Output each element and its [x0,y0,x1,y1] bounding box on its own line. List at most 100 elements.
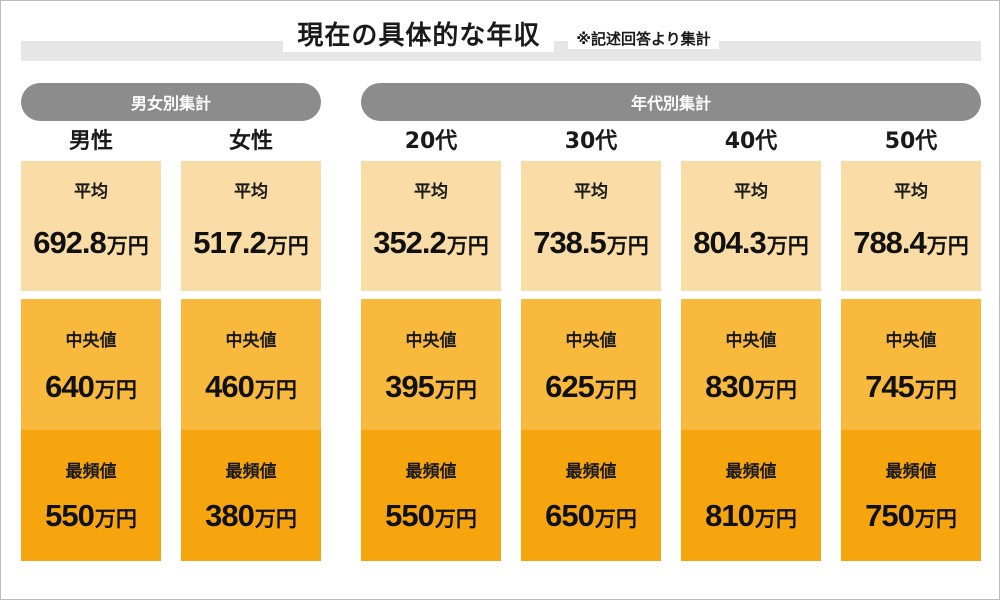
average-value: 352.2万円 [361,225,501,261]
average-label: 平均 [894,182,928,202]
median-value: 830万円 [681,369,821,405]
median-value: 460万円 [181,369,321,405]
title-note: ※記述回答より集計 [568,28,719,49]
unit-label: 万円 [434,378,477,402]
average-card: 平均 352.2万円 [361,161,501,291]
average-number: 692.8 [33,225,107,260]
average-label: 平均 [74,182,108,202]
median-number: 745 [865,369,915,404]
mode-card: 最頻値 550万円 [361,430,501,561]
average-label: 平均 [414,182,448,202]
median-label: 中央値 [725,331,777,351]
mode-card: 最頻値 380万円 [181,430,321,561]
unit-label: 万円 [914,507,957,531]
unit-label: 万円 [94,378,137,402]
average-value: 692.8万円 [21,225,161,261]
mode-label: 最頻値 [725,462,777,482]
average-number: 738.5 [533,225,607,260]
median-number: 395 [385,369,435,404]
mode-label: 最頻値 [565,462,617,482]
median-label: 中央値 [65,331,117,351]
median-value: 640万円 [21,369,161,405]
median-label: 中央値 [565,331,617,351]
median-label: 中央値 [405,331,457,351]
column-header: 女性 [228,129,273,154]
unit-label: 万円 [754,507,797,531]
column-header: 20代 [404,129,458,154]
mode-label: 最頻値 [405,462,457,482]
unit-label: 万円 [914,378,957,402]
mode-number: 650 [545,498,595,533]
group-header-age: 年代別集計 [361,83,981,121]
mode-value: 750万円 [841,498,981,534]
mode-number: 750 [865,498,915,533]
column-header: 50代 [884,129,938,154]
average-number: 352.2 [373,225,447,260]
group-header-gender: 男女別集計 [21,83,321,121]
average-card: 平均 738.5万円 [521,161,661,291]
unit-label: 万円 [254,507,297,531]
average-label: 平均 [734,182,768,202]
average-value: 738.5万円 [521,225,661,261]
median-value: 395万円 [361,369,501,405]
mode-label: 最頻値 [225,462,277,482]
unit-label: 万円 [754,378,797,402]
median-number: 640 [45,369,95,404]
median-label: 中央値 [225,331,277,351]
average-card: 平均 692.8万円 [21,161,161,291]
average-label: 平均 [574,182,608,202]
average-number: 517.2 [193,225,267,260]
unit-label: 万円 [266,234,309,258]
mode-number: 550 [385,498,435,533]
median-label: 中央値 [885,331,937,351]
mode-value: 810万円 [681,498,821,534]
unit-label: 万円 [94,507,137,531]
mode-value: 550万円 [361,498,501,534]
page-title: 現在の具体的な年収 [283,15,555,52]
average-value: 517.2万円 [181,225,321,261]
unit-label: 万円 [106,234,149,258]
mode-card: 最頻値 650万円 [521,430,661,561]
mode-value: 650万円 [521,498,661,534]
unit-label: 万円 [594,507,637,531]
average-number: 804.3 [693,225,767,260]
average-card: 平均 804.3万円 [681,161,821,291]
mode-card: 最頻値 550万円 [21,430,161,561]
median-value: 625万円 [521,369,661,405]
title-area: 現在の具体的な年収 ※記述回答より集計 [1,15,1000,55]
mode-label: 最頻値 [65,462,117,482]
unit-label: 万円 [254,378,297,402]
median-number: 625 [545,369,595,404]
average-number: 788.4 [853,225,927,260]
median-number: 460 [205,369,255,404]
average-card: 平均 517.2万円 [181,161,321,291]
median-value: 745万円 [841,369,981,405]
mode-card: 最頻値 810万円 [681,430,821,561]
unit-label: 万円 [606,234,649,258]
unit-label: 万円 [594,378,637,402]
mode-card: 最頻値 750万円 [841,430,981,561]
mode-label: 最頻値 [885,462,937,482]
median-card: 中央値 745万円 [841,299,981,430]
average-value: 804.3万円 [681,225,821,261]
median-card: 中央値 395万円 [361,299,501,430]
median-card: 中央値 460万円 [181,299,321,430]
mode-value: 550万円 [21,498,161,534]
mode-number: 380 [205,498,255,533]
mode-number: 550 [45,498,95,533]
unit-label: 万円 [446,234,489,258]
median-number: 830 [705,369,755,404]
average-value: 788.4万円 [841,225,981,261]
unit-label: 万円 [926,234,969,258]
average-card: 平均 788.4万円 [841,161,981,291]
mode-number: 810 [705,498,755,533]
unit-label: 万円 [766,234,809,258]
column-header: 30代 [564,129,618,154]
median-card: 中央値 640万円 [21,299,161,430]
median-card: 中央値 830万円 [681,299,821,430]
column-header: 40代 [724,129,778,154]
column-header: 男性 [68,129,113,154]
unit-label: 万円 [434,507,477,531]
mode-value: 380万円 [181,498,321,534]
